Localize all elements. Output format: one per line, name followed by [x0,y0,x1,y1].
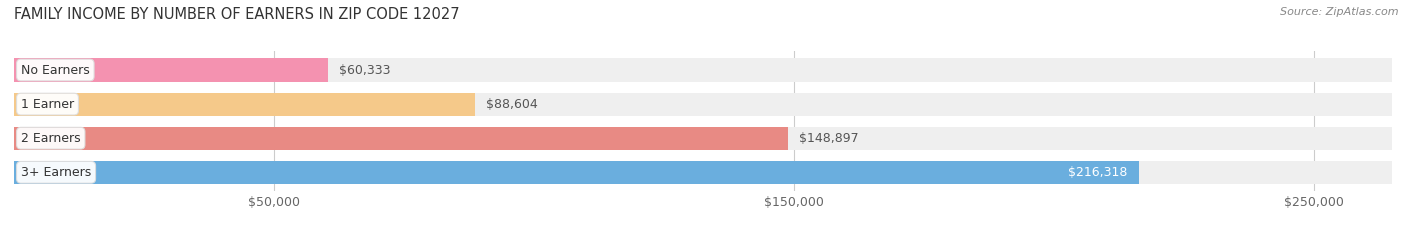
Text: $148,897: $148,897 [799,132,859,145]
Text: $60,333: $60,333 [339,64,391,76]
Bar [14,93,1392,116]
Text: 2 Earners: 2 Earners [21,132,80,145]
Text: FAMILY INCOME BY NUMBER OF EARNERS IN ZIP CODE 12027: FAMILY INCOME BY NUMBER OF EARNERS IN ZI… [14,7,460,22]
Bar [14,161,1139,184]
Bar [14,161,1392,184]
Bar [14,127,789,150]
Text: 1 Earner: 1 Earner [21,98,75,111]
Bar [14,127,1392,150]
Bar [14,58,328,82]
Text: Source: ZipAtlas.com: Source: ZipAtlas.com [1281,7,1399,17]
Text: $216,318: $216,318 [1069,166,1128,179]
Text: $88,604: $88,604 [486,98,537,111]
Text: 3+ Earners: 3+ Earners [21,166,91,179]
Text: No Earners: No Earners [21,64,90,76]
Bar [14,58,1392,82]
Bar [14,93,475,116]
